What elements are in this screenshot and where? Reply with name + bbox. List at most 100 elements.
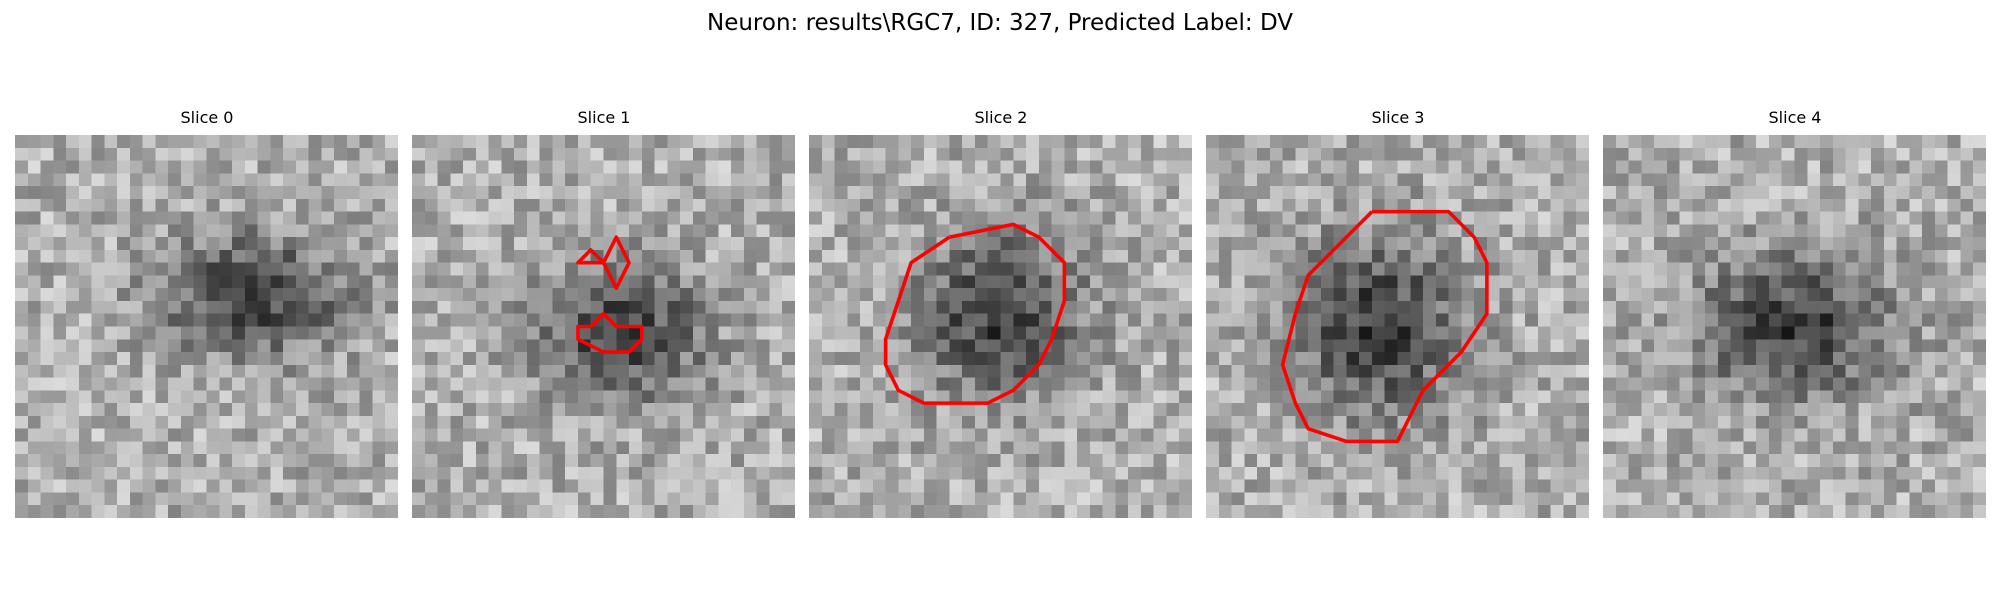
image-pixel	[911, 135, 925, 149]
image-pixel	[1486, 415, 1500, 429]
image-pixel	[475, 249, 489, 263]
image-pixel	[1525, 377, 1539, 391]
image-pixel	[257, 479, 271, 493]
image-pixel	[1486, 262, 1500, 276]
image-pixel	[129, 428, 143, 442]
image-pixel	[1206, 211, 1220, 225]
image-pixel	[1615, 288, 1629, 302]
image-pixel	[155, 262, 169, 276]
image-pixel	[1537, 466, 1551, 480]
image-pixel	[1257, 198, 1271, 212]
image-pixel	[1064, 415, 1078, 429]
image-pixel	[27, 275, 41, 289]
image-pixel	[117, 249, 131, 263]
image-pixel	[372, 262, 386, 276]
image-pixel	[1794, 352, 1808, 366]
image-pixel	[1115, 211, 1129, 225]
image-pixel	[1909, 492, 1923, 506]
image-pixel	[1346, 300, 1360, 314]
image-pixel	[1257, 224, 1271, 238]
image-pixel	[1140, 339, 1154, 353]
image-pixel	[1603, 466, 1617, 480]
image-pixel	[104, 224, 118, 238]
image-pixel	[1308, 339, 1322, 353]
image-pixel	[1026, 403, 1040, 417]
image-pixel	[1628, 147, 1642, 161]
image-pixel	[321, 147, 335, 161]
image-pixel	[782, 173, 795, 187]
image-pixel	[117, 339, 131, 353]
image-pixel	[821, 390, 835, 404]
image-pixel	[1486, 339, 1500, 353]
image-pixel	[1896, 211, 1910, 225]
image-pixel	[731, 135, 745, 149]
image-pixel	[1320, 364, 1334, 378]
image-pixel	[1218, 211, 1232, 225]
image-pixel	[1832, 211, 1846, 225]
image-pixel	[1973, 454, 1986, 468]
image-pixel	[15, 300, 29, 314]
image-pixel	[283, 415, 297, 429]
image-pixel	[1820, 313, 1834, 327]
image-pixel	[142, 237, 156, 251]
image-pixel	[321, 441, 335, 455]
image-pixel	[206, 390, 220, 404]
figure-title: Neuron: results\RGC7, ID: 327, Predicted…	[706, 10, 1294, 36]
image-pixel	[1820, 364, 1834, 378]
image-pixel	[860, 160, 874, 174]
image-pixel	[1781, 492, 1795, 506]
image-pixel	[1807, 173, 1821, 187]
image-pixel	[1756, 313, 1770, 327]
image-pixel	[872, 147, 886, 161]
image-pixel	[1550, 262, 1564, 276]
image-pixel	[565, 160, 579, 174]
image-pixel	[463, 339, 477, 353]
image-pixel	[1089, 403, 1103, 417]
image-pixel	[1320, 492, 1334, 506]
image-pixel	[1410, 147, 1424, 161]
image-pixel	[321, 135, 335, 149]
image-pixel	[1705, 364, 1719, 378]
image-pixel	[1371, 352, 1385, 366]
image-pixel	[1140, 505, 1154, 518]
image-pixel	[1909, 135, 1923, 149]
image-pixel	[1692, 441, 1706, 455]
image-pixel	[577, 415, 591, 429]
image-pixel	[1474, 403, 1488, 417]
image-pixel	[412, 249, 426, 263]
image-pixel	[450, 403, 464, 417]
image-pixel	[232, 454, 246, 468]
image-pixel	[437, 364, 451, 378]
image-pixel	[1000, 237, 1014, 251]
image-pixel	[1717, 262, 1731, 276]
image-pixel	[1615, 313, 1629, 327]
image-pixel	[295, 186, 309, 200]
image-pixel	[372, 147, 386, 161]
image-pixel	[1102, 186, 1116, 200]
image-pixel	[450, 428, 464, 442]
image-pixel	[1934, 147, 1948, 161]
image-pixel	[412, 441, 426, 455]
image-pixel	[168, 492, 182, 506]
image-pixel	[1153, 454, 1167, 468]
image-pixel	[1654, 288, 1668, 302]
image-pixel	[1576, 390, 1589, 404]
image-pixel	[346, 135, 360, 149]
image-pixel	[1077, 364, 1091, 378]
image-pixel	[1359, 198, 1373, 212]
image-pixel	[1576, 339, 1589, 353]
image-pixel	[308, 147, 322, 161]
image-pixel	[1269, 403, 1283, 417]
image-pixel	[743, 198, 757, 212]
image-pixel	[603, 415, 617, 429]
image-pixel	[667, 364, 681, 378]
image-pixel	[1257, 326, 1271, 340]
image-pixel	[1807, 415, 1821, 429]
image-pixel	[1474, 377, 1488, 391]
image-pixel	[898, 428, 912, 442]
image-pixel	[1550, 135, 1564, 149]
image-pixel	[142, 415, 156, 429]
image-pixel	[1768, 428, 1782, 442]
image-pixel	[412, 352, 426, 366]
image-pixel	[821, 441, 835, 455]
